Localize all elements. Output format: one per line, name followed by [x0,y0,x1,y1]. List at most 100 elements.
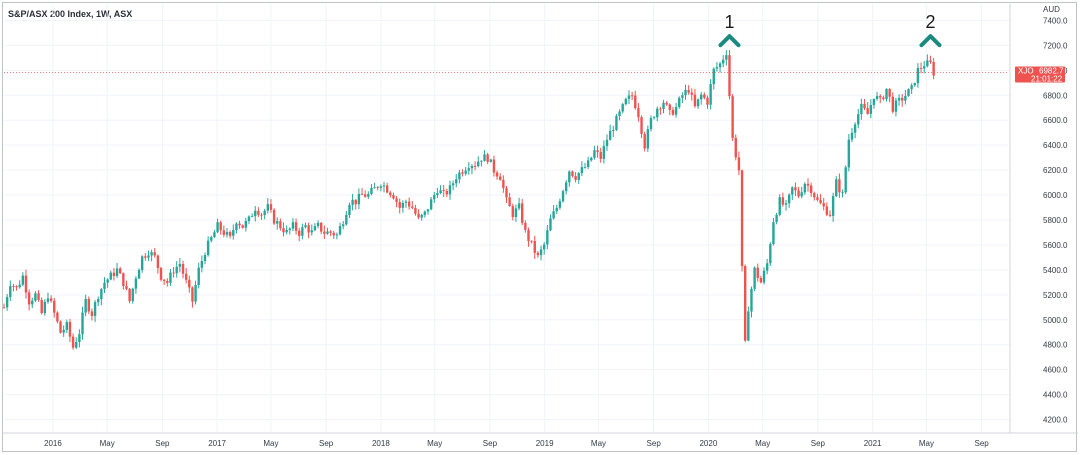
candle[interactable] [288,227,291,235]
candle[interactable] [819,194,822,205]
candle[interactable] [602,140,606,164]
candle[interactable] [524,220,527,233]
candle[interactable] [486,152,489,165]
candle[interactable] [725,50,728,66]
candle[interactable] [527,227,530,247]
candle[interactable] [891,92,894,114]
candle[interactable] [59,320,62,334]
candle[interactable] [857,108,860,129]
candle[interactable] [932,58,935,80]
candle[interactable] [923,61,926,74]
candle[interactable] [137,268,141,280]
candle[interactable] [879,94,882,104]
candle[interactable] [436,188,439,199]
candle[interactable] [188,275,191,293]
candle[interactable] [860,98,863,120]
candle[interactable] [841,189,844,198]
candle[interactable] [172,266,175,278]
candle[interactable] [797,186,800,199]
candle[interactable] [822,197,825,211]
candle[interactable] [542,242,546,255]
candle[interactable] [831,192,835,222]
candle[interactable] [128,287,131,304]
candle[interactable] [659,106,662,115]
candle[interactable] [125,280,128,291]
candle[interactable] [338,222,342,236]
candle[interactable] [90,308,94,321]
candle[interactable] [228,230,232,239]
candle-layer[interactable] [2,49,935,350]
candle[interactable] [247,215,251,224]
candle[interactable] [888,88,891,103]
candle[interactable] [232,224,235,240]
candle[interactable] [624,97,628,106]
candle[interactable] [615,113,618,131]
candle[interactable] [740,169,744,272]
candle[interactable] [244,217,248,232]
candle[interactable] [652,116,656,120]
candle[interactable] [225,228,229,238]
candle[interactable] [778,194,781,217]
candle[interactable] [200,255,204,273]
candle[interactable] [875,91,879,101]
candle[interactable] [162,278,166,285]
candle[interactable] [552,205,555,220]
candle[interactable] [298,227,301,242]
candle[interactable] [511,203,514,221]
candle[interactable] [627,90,631,105]
candle[interactable] [696,98,700,109]
candle[interactable] [769,242,772,266]
candle[interactable] [2,303,6,309]
candle[interactable] [56,311,59,324]
candle[interactable] [448,180,452,200]
candle[interactable] [838,173,841,198]
candle[interactable] [332,230,335,239]
candle[interactable] [316,220,320,229]
candle[interactable] [536,250,540,258]
candle[interactable] [420,213,423,221]
candle[interactable] [816,193,819,202]
candle[interactable] [144,253,147,261]
candle[interactable] [433,191,436,204]
candle[interactable] [813,191,816,201]
candle[interactable] [18,280,21,289]
candle[interactable] [335,232,339,240]
candle[interactable] [219,220,222,235]
candle[interactable] [467,162,471,175]
candle[interactable] [835,176,838,198]
candle[interactable] [392,192,395,200]
candle[interactable] [791,186,794,201]
candle[interactable] [709,79,712,110]
candle[interactable] [634,90,637,110]
candle[interactable] [100,287,103,306]
candle[interactable] [775,212,778,225]
candle[interactable] [294,218,298,235]
candle[interactable] [872,98,876,109]
candle[interactable] [191,286,194,308]
candle[interactable] [238,220,241,229]
candle[interactable] [269,199,273,213]
candle[interactable] [78,329,81,348]
candle[interactable] [558,198,562,210]
candle[interactable] [564,180,568,195]
candle[interactable] [307,222,310,239]
candle[interactable] [354,199,357,210]
candle[interactable] [803,182,807,195]
candle[interactable] [313,223,317,232]
candle[interactable] [483,150,486,162]
candle[interactable] [477,156,480,168]
candle[interactable] [693,88,697,108]
candle[interactable] [806,178,810,192]
candle[interactable] [684,84,687,100]
candle[interactable] [521,199,524,226]
candle[interactable] [389,190,392,198]
candle[interactable] [586,156,590,170]
candle[interactable] [464,167,467,176]
candle[interactable] [445,188,449,198]
candle[interactable] [853,122,857,139]
candle[interactable] [411,201,414,210]
candle[interactable] [743,264,747,342]
candle[interactable] [216,218,219,234]
candle[interactable] [492,155,496,177]
candle[interactable] [913,82,916,87]
